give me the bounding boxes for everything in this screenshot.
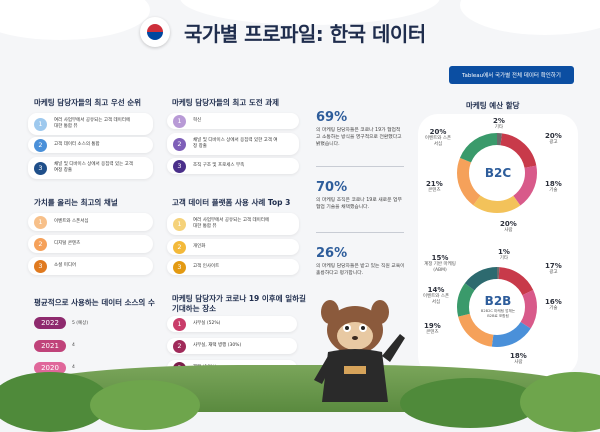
number-badge: 1 — [173, 114, 186, 128]
b2c-slice-label: 20% 사람 — [500, 220, 517, 234]
year-value: 5 (예상) — [72, 321, 89, 326]
challenge-card-2: 2 채널 및 디바이스 상에서 응집력 있한 고객 여정 창출 — [167, 133, 299, 155]
b2c-slice-label: 20% 이벤트와 스폰서십 — [424, 128, 452, 147]
card-text: 고객 데이터 소스의 통합 — [54, 141, 100, 147]
b2c-slice-label: 2% 기타 — [493, 117, 505, 131]
card-text: 채널 및 디바이스 상에서 응집력 있한 고객 여정 창출 — [193, 137, 278, 149]
number-badge: 2 — [173, 339, 186, 353]
b2b-sublabel: B2B2C 마케팅 업체는 B2B로 포함됨 — [480, 309, 516, 318]
card-text: 여러 사업부에서 공유되는 고객 데이터에 대한 통합 뷰 — [193, 217, 270, 229]
b2b-slice-label: 17% 광고 — [545, 262, 562, 276]
platform-card-1: 1 여러 사업부에서 공유되는 고객 데이터에 대한 통합 뷰 — [167, 213, 299, 235]
number-badge: 1 — [34, 117, 47, 131]
number-badge: 3 — [173, 260, 186, 274]
year-value: 4 — [72, 343, 75, 348]
card-text: 채널 및 디바이스 상에서 응집력 있는 고객 여정 창출 — [54, 161, 133, 173]
card-text: 고객 인사이트 — [193, 263, 220, 269]
priority-card-1: 1 여러 사업부에서 공유되는 고객 데이터에 대한 통합 뷰 — [28, 113, 153, 135]
card-text: 소셜 미디어 — [54, 262, 77, 268]
b2b-slice-label: 15% 계정 기반 마케팅 (ABM) — [424, 254, 456, 273]
covid-title: 마케팅 담당자가 코로나 19 이후에 일하길 기대하는 장소 — [172, 294, 306, 313]
number-badge: 2 — [34, 237, 47, 251]
card-text: 이벤트와 스폰서십 — [54, 218, 89, 224]
channels-title: 가치를 올리는 최고의 채널 — [34, 198, 118, 207]
stat-desc-1: 의 마케팅 담당자들은 코로나 19가 협업적 고 소통하는 방식을 영구적으로… — [316, 128, 402, 147]
challenge-card-3: 3 조직 구조 및 프로세스 부족 — [167, 158, 299, 174]
priority-card-2: 2 고객 데이터 소스의 통합 — [28, 137, 153, 153]
cloud-left — [0, 0, 150, 40]
priorities-title: 마케팅 담당자들의 최고 우선 순위 — [34, 98, 142, 107]
b2b-label: B2B — [484, 294, 512, 308]
cloud-right — [460, 0, 600, 35]
sources-title: 평균적으로 사용하는 데이터 소스의 수 — [34, 298, 155, 307]
channel-card-3: 3 소셜 미디어 — [28, 257, 153, 275]
stat-value-2: 70% — [316, 180, 348, 195]
card-text: 사무실, 재택 병행 (30%) — [193, 342, 242, 348]
stat-divider — [316, 232, 404, 233]
b2c-label: B2C — [484, 166, 512, 180]
astro-mascot-illustration — [314, 300, 405, 402]
number-badge: 3 — [173, 159, 186, 173]
stat-desc-3: 의 마케팅 담당자들은 받고 있는 직원 교육이 훌륭하다고 평가합니다. — [316, 264, 405, 276]
bush — [400, 378, 540, 428]
year-badge-2021: 2021 — [34, 340, 66, 352]
b2b-slice-label: 1% 기타 — [498, 248, 510, 262]
b2c-slice-label: 21% 콘텐츠 — [426, 180, 443, 194]
number-badge: 2 — [34, 138, 47, 152]
card-text: 사무실 (52%) — [193, 320, 221, 326]
number-badge: 1 — [173, 317, 186, 331]
stat-value-3: 26% — [316, 246, 348, 261]
b2b-slice-label: 19% 콘텐츠 — [424, 322, 441, 336]
tableau-link-button[interactable]: Tableau에서 국가별 전체 데이터 확인하기 — [449, 66, 574, 84]
b2b-slice-label: 16% 기술 — [545, 298, 562, 312]
covid-card-1: 1 사무실 (52%) — [167, 316, 297, 332]
stat-divider — [316, 166, 404, 167]
card-text: 혁신 — [193, 117, 202, 123]
platform-title: 고객 데이터 플랫폼 사용 사례 Top 3 — [172, 198, 291, 207]
platform-card-2: 2 개인화 — [167, 239, 299, 255]
challenges-title: 마케팅 담당자들의 최고 도전 과제 — [172, 98, 280, 107]
channel-card-1: 1 이벤트와 스폰서십 — [28, 213, 153, 231]
b2b-donut-chart — [457, 267, 537, 347]
year-badge-2020: 2020 — [34, 362, 66, 374]
year-value: 4 — [72, 365, 75, 370]
year-badge-2022: 2022 — [34, 317, 66, 329]
bush — [90, 380, 200, 430]
number-badge: 1 — [173, 217, 186, 231]
b2c-slice-label: 18% 기술 — [545, 180, 562, 194]
korea-flag-icon — [140, 17, 170, 47]
number-badge: 2 — [173, 240, 186, 254]
card-text: 여러 사업부에서 공유되는 고객 데이터에 대한 통합 뷰 — [54, 117, 131, 129]
number-badge: 2 — [173, 137, 186, 151]
number-badge: 1 — [34, 215, 47, 229]
page-header: 국가별 프로파일: 한국 데이터 — [140, 14, 480, 50]
card-text: 조직 구조 및 프로세스 부족 — [193, 162, 245, 168]
platform-card-3: 3 고객 인사이트 — [167, 259, 299, 275]
b2b-slice-label: 14% 이벤트와 스폰서십 — [422, 286, 450, 305]
card-text: 디지털 콘텐츠 — [54, 240, 81, 246]
b2c-slice-label: 20% 광고 — [545, 132, 562, 146]
channel-card-2: 2 디지털 콘텐츠 — [28, 235, 153, 253]
priority-card-3: 3 채널 및 디바이스 상에서 응집력 있는 고객 여정 창출 — [28, 157, 153, 179]
card-text: 개인화 — [193, 243, 206, 249]
budget-panel — [418, 114, 578, 376]
b2c-donut-chart — [457, 133, 537, 213]
number-badge: 3 — [34, 259, 47, 273]
challenge-card-1: 1 혁신 — [167, 113, 299, 129]
page-title: 국가별 프로파일: 한국 데이터 — [184, 21, 426, 46]
budget-title: 마케팅 예산 할당 — [466, 101, 520, 110]
stat-desc-2: 의 마케팅 조직은 코로나 19로 새로운 업무 협업 기술을 채택했습니다. — [316, 198, 402, 210]
number-badge: 3 — [34, 161, 47, 175]
stat-value-1: 69% — [316, 110, 348, 125]
b2b-slice-label: 18% 사람 — [510, 352, 527, 366]
covid-card-2: 2 사무실, 재택 병행 (30%) — [167, 338, 297, 354]
